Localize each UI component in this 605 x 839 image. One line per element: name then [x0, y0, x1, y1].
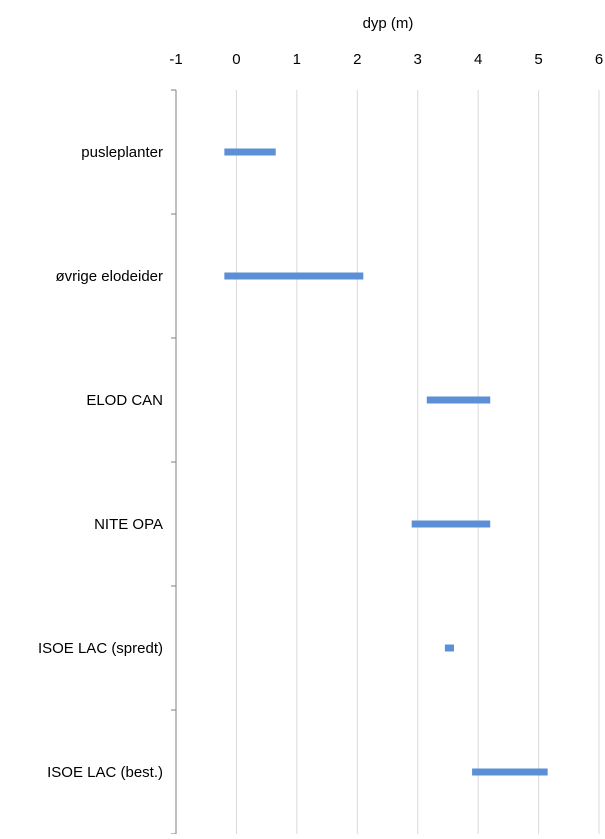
x-axis-title: dyp (m) — [363, 15, 414, 32]
range-bar — [411, 520, 491, 528]
range-bar — [444, 644, 454, 652]
x-tick-labels: -1 0 1 2 3 4 5 6 — [169, 51, 603, 68]
category-label: ISOE LAC (best.) — [47, 764, 163, 781]
x-tick-label: 5 — [534, 51, 542, 68]
x-tick-label: 4 — [474, 51, 482, 68]
x-tick-label: 2 — [353, 51, 361, 68]
category-label: ELOD CAN — [86, 392, 163, 409]
category-label: pusleplanter — [81, 144, 163, 161]
range-bar — [472, 768, 548, 776]
x-tick-label: -1 — [169, 51, 182, 68]
gridlines — [235, 90, 600, 834]
category-label: ISOE LAC (spredt) — [38, 640, 163, 657]
x-tick-label: 3 — [414, 51, 422, 68]
category-labels: pusleplanter øvrige elodeider ELOD CAN NITE… — [38, 144, 163, 781]
range-bar — [224, 272, 364, 280]
category-label: NITE OPA — [94, 516, 163, 533]
range-bars — [224, 148, 548, 776]
range-bar — [224, 148, 276, 156]
category-label: øvrige elodeider — [55, 268, 163, 285]
x-tick-label: 6 — [595, 51, 603, 68]
range-bar — [426, 396, 491, 404]
x-tick-label: 0 — [232, 51, 240, 68]
axes — [171, 89, 177, 835]
x-tick-label: 1 — [293, 51, 301, 68]
